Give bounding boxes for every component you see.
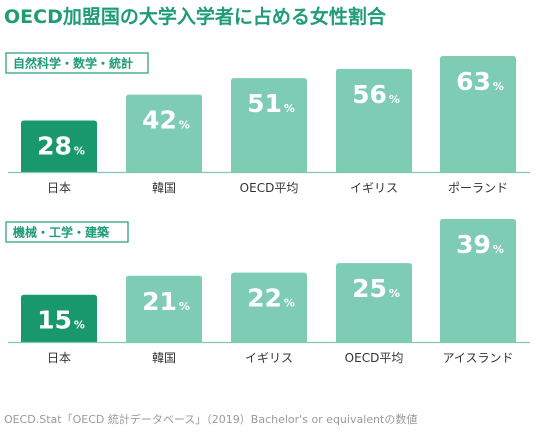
category-label: ポーランド [448, 181, 508, 195]
data-label: 21% [142, 287, 190, 316]
data-label: 15% [37, 306, 85, 335]
data-label: 39% [456, 230, 504, 259]
data-label: 63% [456, 67, 504, 96]
bar [231, 272, 307, 342]
data-label: 28% [37, 131, 85, 160]
category-label: 日本 [47, 351, 71, 365]
bar [21, 120, 97, 172]
source-note: OECD.Stat「OECD 統計データベース」（2019）Bachelor's… [4, 413, 418, 426]
chart-title: OECD加盟国の大学入学者に占める女性割合 [4, 6, 386, 28]
panel-title-box [5, 221, 129, 243]
bar [440, 219, 516, 342]
category-label: OECD平均 [345, 351, 404, 365]
bar [126, 275, 202, 342]
bar [336, 263, 412, 342]
category-label: アイスランド [442, 351, 513, 365]
bar [336, 68, 412, 172]
data-label: 42% [142, 106, 190, 135]
panel-title: 自然科学・数学・統計 [13, 56, 133, 71]
category-label: 韓国 [152, 351, 176, 365]
category-label: OECD平均 [240, 181, 299, 195]
bar [231, 78, 307, 172]
panel-title: 機械・工学・建築 [13, 225, 110, 240]
bar [21, 294, 97, 342]
category-label: 韓国 [152, 181, 176, 195]
panel-title-box [5, 52, 149, 74]
data-label: 56% [352, 80, 400, 109]
data-label: 51% [247, 89, 295, 118]
category-label: 日本 [47, 181, 71, 195]
bar [126, 94, 202, 172]
category-label: イギリス [350, 181, 398, 195]
category-label: イギリス [245, 351, 293, 365]
data-label: 22% [247, 284, 295, 313]
bar [440, 56, 516, 172]
data-label: 25% [352, 274, 400, 303]
